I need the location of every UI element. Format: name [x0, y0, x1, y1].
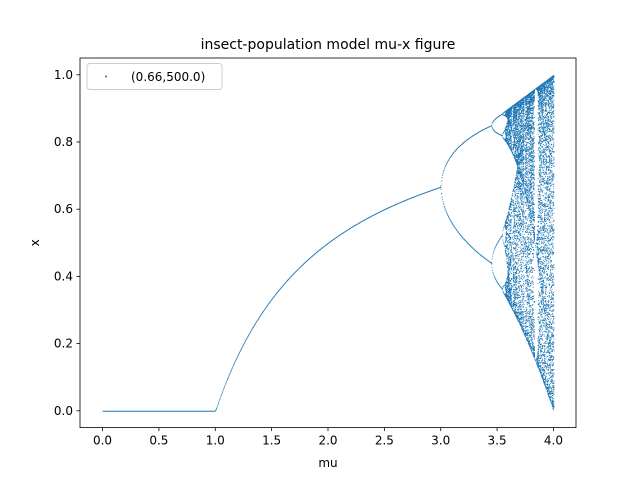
legend-entry-label: (0.66,500.0) [131, 70, 205, 84]
y-axis-label: x [28, 239, 42, 246]
legend-box [86, 63, 223, 90]
x-tick-label: 1.5 [262, 434, 281, 448]
x-tick-label: 1.0 [206, 434, 225, 448]
scatter-points [102, 75, 555, 412]
plot-area [79, 57, 577, 429]
y-tick-label: 0.6 [54, 202, 73, 216]
y-axis-ticks: 0.0 0.2 0.4 0.6 0.8 1.0 [54, 68, 80, 418]
x-tick-label: 0.0 [93, 434, 112, 448]
x-tick-label: 3.0 [431, 434, 450, 448]
y-tick-label: 0.8 [54, 135, 73, 149]
x-tick-label: 3.5 [488, 434, 507, 448]
x-axis-label: mu [318, 456, 337, 470]
x-axis-ticks: 0.0 0.5 1.0 1.5 2.0 2.5 3.0 3.5 4.0 [93, 427, 563, 448]
x-tick-label: 2.5 [375, 434, 394, 448]
chart-title: insect-population model mu-x figure [201, 37, 456, 53]
y-tick-label: 1.0 [54, 68, 73, 82]
legend: (0.66,500.0) [86, 63, 223, 90]
x-tick-label: 2.0 [318, 434, 337, 448]
x-tick-label: 4.0 [544, 434, 563, 448]
legend-marker [105, 75, 107, 78]
y-tick-label: 0.0 [54, 404, 73, 418]
y-tick-label: 0.2 [54, 337, 73, 351]
series-points [102, 75, 555, 412]
x-tick-label: 0.5 [149, 434, 168, 448]
y-tick-label: 0.4 [54, 269, 73, 283]
